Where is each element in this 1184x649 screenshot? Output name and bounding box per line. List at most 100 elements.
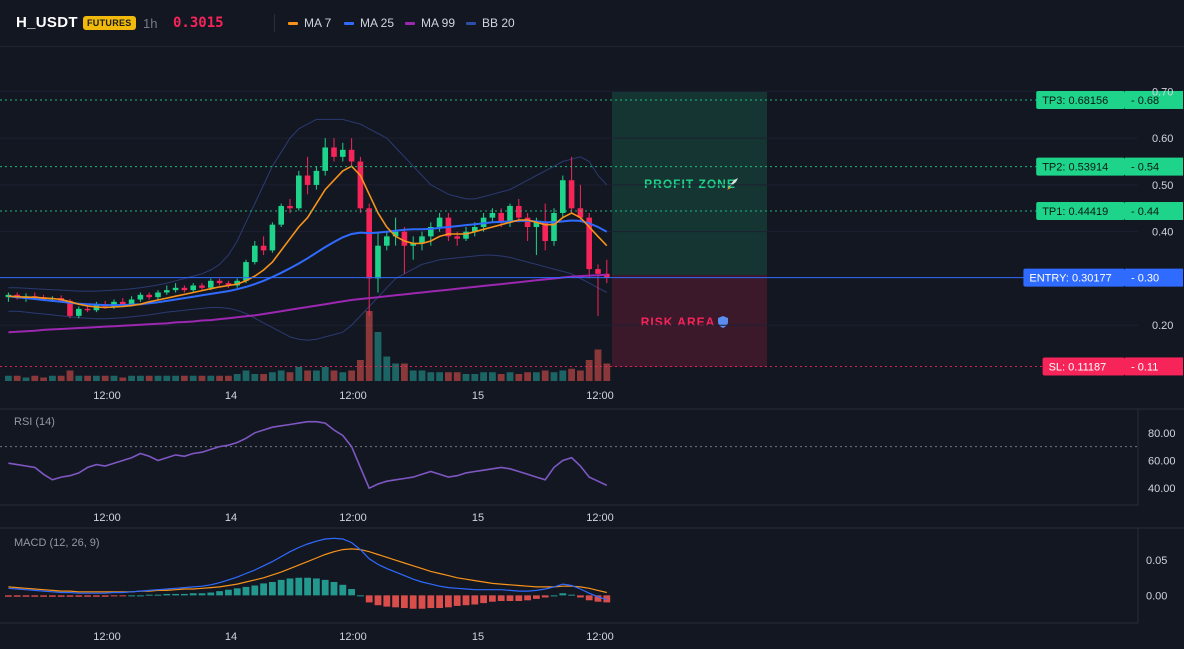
volume-bar bbox=[145, 375, 153, 381]
candle bbox=[516, 198, 522, 223]
entry-label-bg bbox=[1023, 268, 1125, 287]
macd-histogram-bar bbox=[445, 595, 452, 608]
candle bbox=[190, 283, 196, 293]
volume-bar bbox=[181, 375, 188, 381]
macd-histogram-bar bbox=[75, 595, 83, 597]
candle bbox=[76, 306, 82, 319]
tp-axis-value: - 0.68 bbox=[1131, 95, 1159, 107]
macd-histogram-bar bbox=[330, 581, 338, 596]
volume-bar bbox=[269, 372, 276, 381]
macd-histogram-bar bbox=[128, 595, 135, 597]
time-tick-label: 15 bbox=[472, 390, 484, 402]
volume-bar bbox=[93, 375, 100, 381]
candle bbox=[340, 142, 346, 162]
volume-bar bbox=[497, 374, 505, 381]
candle-body bbox=[604, 273, 610, 278]
candle-body bbox=[595, 269, 601, 274]
macd-histogram-bar bbox=[198, 593, 206, 596]
volume-bar bbox=[594, 349, 602, 381]
macd-pane: 0.05 0.00 bbox=[5, 537, 1167, 609]
candle-body bbox=[287, 205, 293, 209]
volume-bar bbox=[31, 375, 39, 381]
tp-label: TP2: 0.53914 bbox=[1042, 162, 1108, 174]
macd-histogram-bar bbox=[189, 593, 197, 596]
macd-histogram-bar bbox=[462, 595, 470, 606]
time-tick-label: 15 bbox=[472, 631, 484, 643]
sl-axis-value: - 0.11 bbox=[1131, 361, 1158, 373]
candle bbox=[164, 285, 170, 295]
candle bbox=[524, 212, 531, 242]
entry-axis-tag bbox=[1125, 268, 1183, 287]
symbol-name[interactable]: H_USDT bbox=[16, 14, 78, 31]
candle bbox=[199, 283, 205, 291]
macd-histogram-bar bbox=[233, 588, 241, 596]
volume-bar bbox=[40, 377, 47, 381]
time-tick-label: 12:00 bbox=[339, 512, 367, 524]
macd-histogram-bar bbox=[286, 578, 294, 596]
volume-bar bbox=[5, 375, 12, 381]
candle bbox=[269, 222, 276, 253]
volume-bar bbox=[568, 368, 575, 381]
volume-bar bbox=[374, 332, 382, 381]
candle bbox=[278, 203, 284, 227]
macd-histogram-bar bbox=[453, 595, 461, 606]
candle-body bbox=[164, 290, 170, 293]
bollinger-bands bbox=[8, 118, 608, 341]
bb-lower-line bbox=[8, 254, 608, 341]
volume-bar bbox=[119, 377, 127, 381]
last-price: 0.3015 bbox=[173, 15, 224, 31]
volume-bar bbox=[339, 372, 347, 381]
tp-label-bg bbox=[1036, 90, 1125, 109]
macd-histogram-bar bbox=[497, 595, 505, 601]
candle-body bbox=[208, 280, 214, 288]
candle-body bbox=[172, 287, 179, 291]
ma7-swatch-icon bbox=[288, 21, 298, 25]
time-tick-label: 15 bbox=[472, 512, 484, 524]
tp-label-bg bbox=[1036, 157, 1125, 176]
macd-histogram-bar bbox=[207, 592, 215, 596]
volume-bar bbox=[436, 372, 443, 381]
time-tick-label: 12:00 bbox=[339, 631, 367, 643]
profit-zone bbox=[612, 92, 767, 275]
candle-body bbox=[489, 212, 496, 218]
timeframe-label[interactable]: 1h bbox=[143, 16, 158, 31]
time-tick-label: 14 bbox=[225, 631, 237, 643]
macd-histogram-bar bbox=[603, 595, 611, 603]
macd-histogram-bar bbox=[181, 593, 188, 596]
sl-label: SL: 0.11187 bbox=[1049, 361, 1107, 373]
volume-bars bbox=[5, 311, 611, 381]
candle bbox=[348, 138, 355, 167]
candle-body bbox=[128, 299, 135, 305]
time-tick-label: 12:00 bbox=[93, 512, 121, 524]
volume-bar bbox=[489, 372, 496, 381]
macd-histogram-bar bbox=[110, 595, 118, 597]
legend-ma25[interactable]: MA 25 bbox=[344, 16, 394, 30]
candle bbox=[419, 231, 425, 251]
sl-axis-tag bbox=[1125, 357, 1183, 376]
time-axes: 12:00 14 12:00 15 12:00 12:00 14 12:00 15 12:00 12… bbox=[93, 390, 614, 643]
legend-ma7[interactable]: MA 7 bbox=[288, 16, 331, 30]
macd-histogram-bar bbox=[5, 595, 12, 597]
tp-label: TP3: 0.68156 bbox=[1042, 95, 1108, 107]
macd-histogram-bar bbox=[577, 595, 584, 598]
candle-body bbox=[419, 236, 425, 244]
tp-label: TP1: 0.44419 bbox=[1042, 206, 1108, 218]
candle-body bbox=[67, 300, 73, 316]
macd-line bbox=[8, 537, 607, 601]
macd-histogram-bar bbox=[506, 595, 514, 601]
price-tick-label: 0.60 bbox=[1152, 133, 1173, 145]
candle bbox=[304, 156, 311, 195]
legend-ma99[interactable]: MA 99 bbox=[405, 16, 455, 30]
candle bbox=[313, 166, 320, 190]
legend-bb20[interactable]: BB 20 bbox=[466, 16, 515, 30]
volume-bar bbox=[348, 370, 355, 381]
macd-histogram-bar bbox=[471, 595, 479, 605]
rsi-pane: 80.00 60.00 40.00 bbox=[0, 420, 1176, 495]
macd-histogram-bar bbox=[418, 595, 426, 609]
candle-body bbox=[472, 227, 478, 232]
volume-bar bbox=[462, 374, 470, 381]
time-tick-label: 12:00 bbox=[339, 390, 367, 402]
volume-bar bbox=[321, 367, 329, 381]
volume-bar bbox=[172, 375, 179, 381]
